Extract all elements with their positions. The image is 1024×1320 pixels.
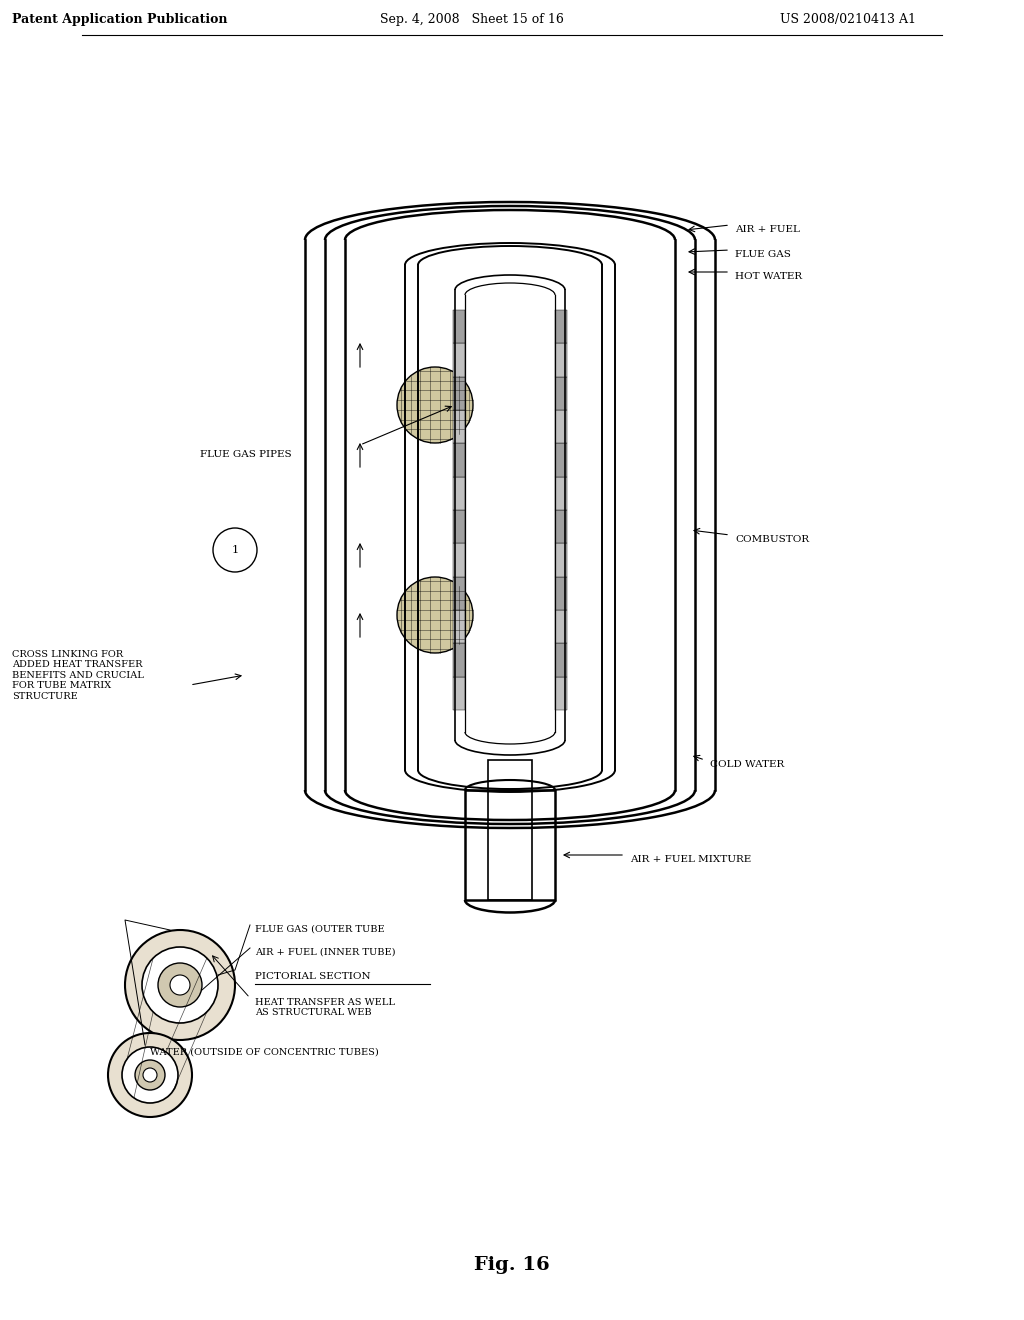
Circle shape [108,1034,193,1117]
Bar [453,610,465,643]
Bar [555,577,567,610]
Circle shape [125,931,234,1040]
Text: Sep. 4, 2008   Sheet 15 of 16: Sep. 4, 2008 Sheet 15 of 16 [380,13,564,26]
Text: AIR + FUEL (INNER TUBE): AIR + FUEL (INNER TUBE) [255,948,395,957]
Bar [555,544,567,577]
Circle shape [397,577,473,653]
Bar [453,343,465,376]
Circle shape [122,1047,178,1104]
Bar [465,789,555,900]
Circle shape [397,367,473,444]
Bar [488,760,532,900]
Circle shape [142,946,218,1023]
Text: US 2008/0210413 A1: US 2008/0210413 A1 [780,13,916,26]
Text: CROSS LINKING FOR
ADDED HEAT TRANSFER
BENEFITS AND CRUCIAL
FOR TUBE MATRIX
STRUC: CROSS LINKING FOR ADDED HEAT TRANSFER BE… [12,649,144,701]
Text: PICTORIAL SECTION: PICTORIAL SECTION [255,972,371,981]
Text: FLUE GAS: FLUE GAS [735,249,791,259]
Text: COLD WATER: COLD WATER [710,760,784,770]
Text: 1: 1 [231,545,239,554]
Bar [555,510,567,544]
Bar [453,677,465,710]
Text: Fig. 16: Fig. 16 [474,1257,550,1274]
Circle shape [213,528,257,572]
Bar [453,510,465,544]
Text: COMBUSTOR: COMBUSTOR [735,535,809,544]
Bar [555,677,567,710]
Text: Patent Application Publication: Patent Application Publication [12,13,227,26]
Bar [555,444,567,477]
Bar [555,411,567,444]
Bar [453,477,465,510]
Bar [453,544,465,577]
Bar [555,477,567,510]
Text: WATER (OUTSIDE OF CONCENTRIC TUBES): WATER (OUTSIDE OF CONCENTRIC TUBES) [150,1048,379,1057]
Bar [555,343,567,376]
Bar [453,643,465,677]
Text: HEAT TRANSFER AS WELL
AS STRUCTURAL WEB: HEAT TRANSFER AS WELL AS STRUCTURAL WEB [255,998,395,1018]
Circle shape [170,975,190,995]
Bar [555,610,567,643]
Circle shape [158,964,202,1007]
Text: FLUE GAS PIPES: FLUE GAS PIPES [200,450,292,459]
Bar [453,444,465,477]
Bar [555,310,567,343]
Bar [453,577,465,610]
Bar [555,643,567,677]
Text: AIR + FUEL MIXTURE: AIR + FUEL MIXTURE [630,855,752,865]
Bar [453,376,465,411]
Circle shape [143,1068,157,1082]
Circle shape [135,1060,165,1090]
Bar [453,310,465,343]
Bar [555,376,567,411]
Text: HOT WATER: HOT WATER [735,272,802,281]
Text: FLUE GAS (OUTER TUBE: FLUE GAS (OUTER TUBE [255,925,385,935]
Bar [453,411,465,444]
Text: AIR + FUEL: AIR + FUEL [735,224,800,234]
